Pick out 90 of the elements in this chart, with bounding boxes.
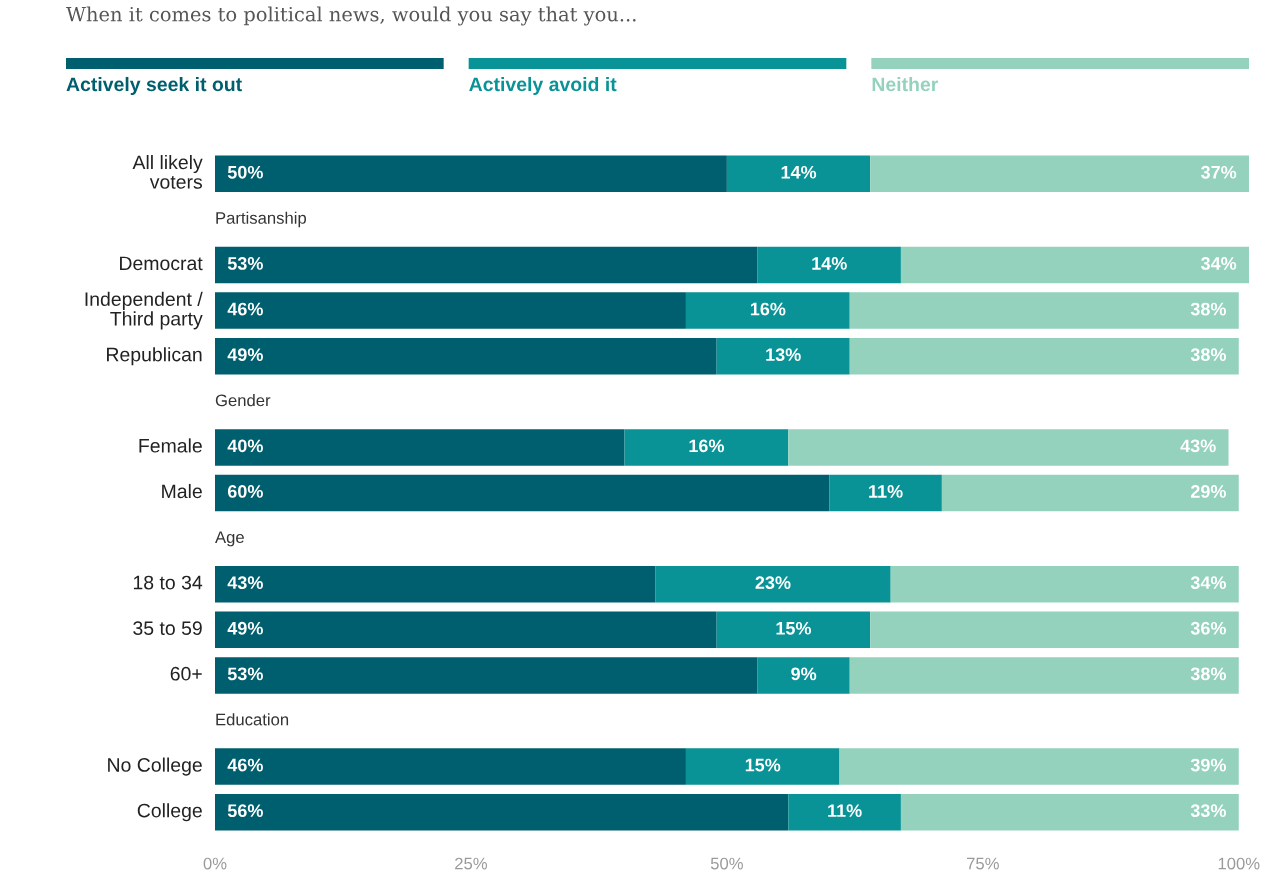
data-label: 15% [776, 621, 812, 635]
y-tick-label: Gender [215, 394, 271, 407]
bar [655, 565, 891, 603]
bar [839, 748, 1239, 785]
bar [726, 155, 871, 193]
bar [849, 292, 1239, 329]
data-label: 34% [1200, 257, 1237, 270]
y-tick-label: 60+ [170, 666, 202, 681]
bar [829, 474, 942, 512]
bar [870, 611, 1239, 649]
bar [215, 429, 625, 466]
bar [757, 657, 850, 694]
data-label: 38% [1190, 348, 1226, 362]
data-label: 46% [227, 302, 263, 316]
data-label: 46% [227, 758, 263, 772]
bar [215, 292, 686, 329]
data-label: 53% [227, 667, 263, 681]
bar [716, 611, 871, 649]
data-label: 23% [755, 576, 791, 590]
y-tick-label: No College [108, 757, 202, 776]
data-label: 16% [689, 439, 724, 453]
bar [215, 748, 686, 785]
data-label: 60% [227, 485, 263, 498]
data-label: 43% [227, 576, 263, 590]
data-label: 50% [227, 165, 263, 179]
x-tick-label: 0% [203, 857, 227, 870]
bar [849, 657, 1239, 694]
data-label: 29% [1190, 485, 1226, 498]
bar [685, 292, 850, 329]
bar [900, 793, 1239, 831]
data-label: 36% [1190, 621, 1226, 635]
bar [941, 474, 1239, 512]
data-label: 49% [227, 348, 263, 362]
data-label: 39% [1190, 758, 1226, 772]
data-label: 15% [745, 758, 781, 772]
bar [215, 657, 758, 694]
data-label: 43% [1180, 439, 1216, 453]
text: Actively avoid it [469, 76, 617, 96]
data-label: 38% [1190, 302, 1226, 316]
bar [215, 565, 656, 603]
data-label: 11% [828, 804, 862, 818]
bar [215, 155, 727, 193]
y-tick-label: Democrat [120, 256, 203, 271]
bar [757, 246, 901, 284]
y-tick-label: Republican [107, 347, 202, 366]
data-label: 33% [1190, 804, 1226, 818]
bar [890, 565, 1239, 603]
bar [716, 337, 850, 375]
bar [849, 337, 1239, 375]
bar [215, 474, 830, 512]
text: Neither [872, 76, 939, 92]
data-label: 40% [227, 439, 263, 453]
data-label: 14% [812, 257, 847, 270]
data-label: 56% [227, 804, 263, 818]
data-label: 37% [1200, 165, 1237, 179]
bar [900, 246, 1249, 284]
y-tick-label: All likely voters [132, 154, 203, 189]
bar [870, 155, 1249, 193]
text: Actively seek it out [66, 76, 242, 96]
x-tick-label: 75% [967, 857, 999, 870]
bar [788, 429, 1229, 466]
bar [685, 748, 840, 785]
data-label: 9% [791, 667, 817, 681]
chart-title: When it comes to political news, would you say that you... [66, 6, 636, 26]
x-tick-label: 50% [710, 857, 743, 870]
y-tick-label: Male [162, 483, 202, 499]
bar [624, 429, 789, 466]
y-tick-label: Education [216, 713, 289, 726]
bar [215, 611, 717, 649]
x-tick-label: 100% [1218, 857, 1260, 870]
data-label: 34% [1190, 576, 1226, 590]
data-label: 53% [227, 257, 263, 270]
bar [215, 793, 789, 831]
data-label: 49% [227, 621, 263, 635]
y-tick-label: Female [139, 438, 202, 453]
x-tick-label: 25% [455, 857, 488, 870]
data-label: 13% [766, 348, 801, 362]
data-label: 11% [869, 485, 903, 498]
bar [215, 337, 717, 375]
bar [788, 793, 901, 831]
data-label: 38% [1190, 667, 1226, 681]
y-tick-label: College [137, 803, 202, 822]
y-tick-label: Partisanship [216, 211, 307, 228]
y-tick-label: Age [215, 531, 244, 547]
y-tick-label: 35 to 59 [133, 621, 202, 636]
data-label: 14% [781, 165, 817, 179]
y-tick-label: 18 to 34 [133, 575, 203, 590]
bar [215, 246, 758, 284]
data-label: 16% [750, 302, 786, 316]
y-tick-label: Independent / Third party [85, 291, 203, 330]
